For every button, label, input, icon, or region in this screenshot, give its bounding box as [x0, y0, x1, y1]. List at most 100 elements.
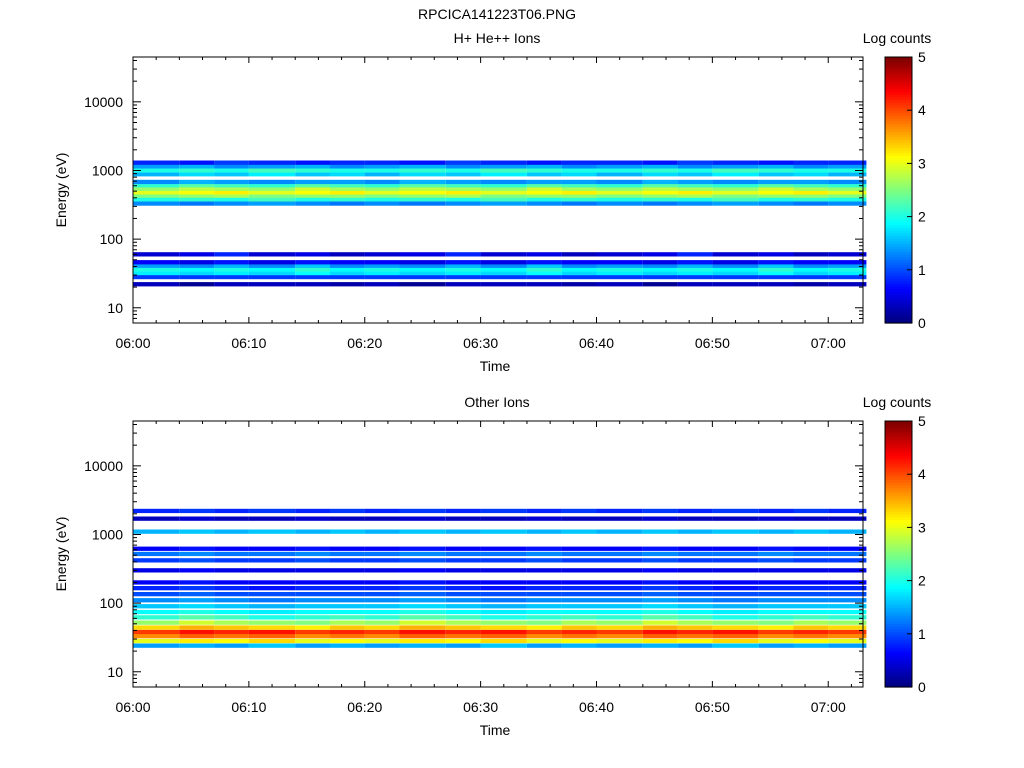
heatmap-cell: [480, 634, 527, 639]
heatmap-cell: [712, 186, 759, 191]
colorbar-label: Log counts: [863, 394, 932, 410]
heatmap-cell: [295, 643, 330, 648]
heatmap-cell: [295, 164, 330, 169]
heatmap-cell: [480, 260, 527, 265]
heatmap-cell: [330, 270, 365, 276]
heatmap-cell: [828, 592, 867, 597]
colorbar-tick-label: 3: [918, 519, 926, 535]
colorbar-swatch: [885, 482, 912, 486]
heatmap-cell: [179, 615, 215, 620]
x-axis-ticks: 06:00 06:10 06:20 06:30 06:40 06:50 07:00: [115, 421, 852, 715]
heatmap-cell: [596, 634, 643, 639]
heatmap-cell: [596, 558, 643, 563]
heatmap-cell: [793, 183, 829, 188]
heatmap-cell: [596, 609, 643, 615]
heatmap-cell: [561, 546, 597, 551]
heatmap-cell: [295, 625, 330, 630]
heatmap-cell: [399, 172, 446, 177]
heatmap-cell: [793, 568, 829, 573]
colorbar-swatch: [885, 208, 912, 212]
colorbar-swatch: [885, 184, 912, 188]
heatmap-cell: [527, 598, 562, 603]
heatmap-cell: [561, 197, 597, 202]
colorbar-swatch: [885, 283, 912, 287]
colorbar-swatch: [885, 652, 912, 656]
colorbar-tick-label: 4: [918, 102, 926, 118]
heatmap-cell: [561, 183, 597, 188]
heatmap-cell: [793, 516, 829, 521]
heatmap-cell: [642, 508, 678, 514]
colorbar-swatch: [885, 200, 912, 204]
heatmap-cell: [677, 252, 713, 257]
heatmap-cell: [793, 643, 829, 648]
heatmap-cell: [179, 201, 215, 206]
heatmap-cell: [828, 604, 867, 609]
heatmap-cell: [712, 274, 759, 280]
colorbar-swatch: [885, 639, 912, 643]
heatmap-cell: [758, 598, 794, 603]
heatmap-cell: [596, 551, 643, 557]
colorbar-swatch: [885, 147, 912, 151]
heatmap-cell: [295, 604, 330, 609]
heatmap-cell: [480, 546, 527, 551]
colorbar-swatch: [885, 293, 912, 297]
colorbar-swatch: [885, 476, 912, 481]
heatmap-cell: [330, 638, 365, 644]
heatmap-cell: [330, 164, 365, 169]
colorbar-tick-label: 0: [918, 679, 926, 695]
heatmap-cell: [712, 592, 759, 597]
colorbar-swatch: [885, 490, 912, 494]
heatmap-cell: [445, 160, 481, 165]
heatmap-cell: [758, 172, 794, 177]
x-tick-label: 06:20: [347, 335, 382, 351]
heatmap-cell: [596, 164, 643, 169]
heatmap-cell: [330, 274, 365, 280]
colorbar-swatch: [885, 532, 912, 536]
heatmap-cell: [561, 568, 597, 573]
colorbar-swatch: [885, 272, 912, 276]
heatmap-cell: [596, 568, 643, 573]
colorbar-swatch: [885, 439, 912, 443]
heatmap-cell: [214, 508, 249, 514]
colorbar-swatch: [885, 503, 912, 507]
heatmap-cell: [445, 529, 481, 534]
heatmap-cell: [642, 201, 678, 206]
heatmap-cell: [596, 168, 643, 173]
heatmap-cell: [758, 260, 794, 265]
colorbar-swatch: [885, 104, 912, 109]
heatmap-cell: [793, 634, 829, 639]
colorbar-swatch: [885, 615, 912, 619]
heatmap-cell: [712, 267, 759, 272]
heatmap-cell: [179, 598, 215, 603]
heatmap-cell: [642, 267, 678, 272]
colorbar-swatch: [885, 203, 912, 207]
heatmap-cell: [677, 586, 713, 591]
heatmap-cell: [445, 551, 481, 557]
heatmap-cell: [642, 643, 678, 648]
colorbar-swatch: [885, 115, 912, 119]
heatmap-cell: [330, 643, 365, 648]
heatmap-cell: [480, 274, 527, 280]
x-tick-label: 06:20: [347, 699, 382, 715]
colorbar-swatch: [885, 569, 912, 574]
colorbar-swatch: [885, 240, 912, 244]
colorbar-swatch: [885, 75, 912, 79]
heatmap-cell: [677, 568, 713, 573]
heatmap-cell: [677, 598, 713, 603]
heatmap-cell: [445, 183, 481, 188]
heatmap-cell: [561, 586, 597, 591]
heatmap-cell: [248, 179, 296, 185]
heatmap-cell: [295, 629, 330, 635]
heatmap-cell: [596, 629, 643, 635]
heatmap-cell: [480, 263, 527, 268]
heatmap-cell: [758, 586, 794, 591]
heatmap-cell: [480, 586, 527, 591]
heatmap-cell: [480, 615, 527, 620]
heatmap-cell: [527, 558, 562, 563]
colorbar-swatch: [885, 564, 912, 568]
heatmap-cell: [793, 193, 829, 198]
heatmap-cell: [445, 592, 481, 597]
colorbar-swatch: [885, 543, 912, 547]
heatmap-cell: [295, 638, 330, 644]
